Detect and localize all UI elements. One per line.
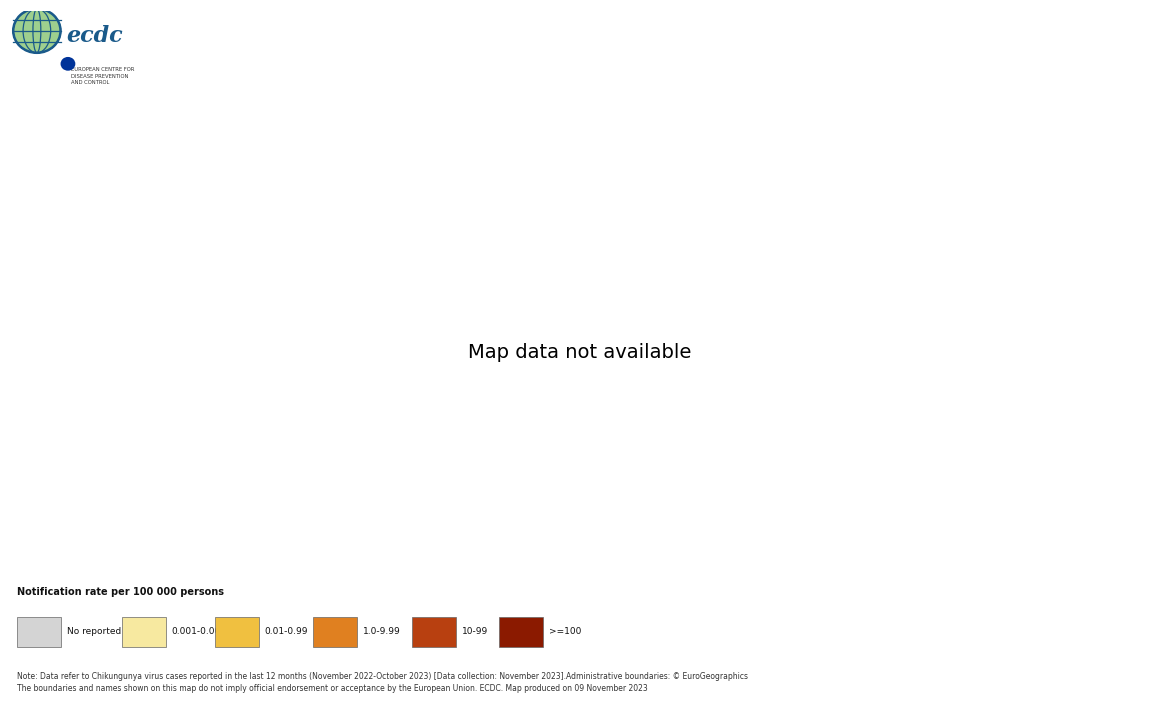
Text: No reported cases: No reported cases (67, 628, 150, 636)
Bar (215, 617, 259, 647)
Bar (17, 617, 61, 647)
Bar (313, 617, 357, 647)
Text: Map data not available: Map data not available (469, 344, 691, 362)
Text: 0.01-0.99: 0.01-0.99 (264, 628, 309, 636)
Text: 10-99: 10-99 (462, 628, 488, 636)
Text: Note: Data refer to Chikungunya virus cases reported in the last 12 months (Nove: Note: Data refer to Chikungunya virus ca… (17, 672, 748, 693)
Circle shape (13, 8, 60, 53)
Bar (122, 617, 166, 647)
Text: EUROPEAN CENTRE FOR
DISEASE PREVENTION
AND CONTROL: EUROPEAN CENTRE FOR DISEASE PREVENTION A… (72, 68, 135, 85)
Circle shape (60, 57, 75, 71)
Text: 0.001-0.009: 0.001-0.009 (172, 628, 226, 636)
Bar (499, 617, 543, 647)
Text: >=100: >=100 (549, 628, 581, 636)
Bar (412, 617, 456, 647)
Text: Notification rate per 100 000 persons: Notification rate per 100 000 persons (17, 587, 224, 597)
Text: 1.0-9.99: 1.0-9.99 (363, 628, 401, 636)
Text: ecdc: ecdc (66, 25, 123, 47)
